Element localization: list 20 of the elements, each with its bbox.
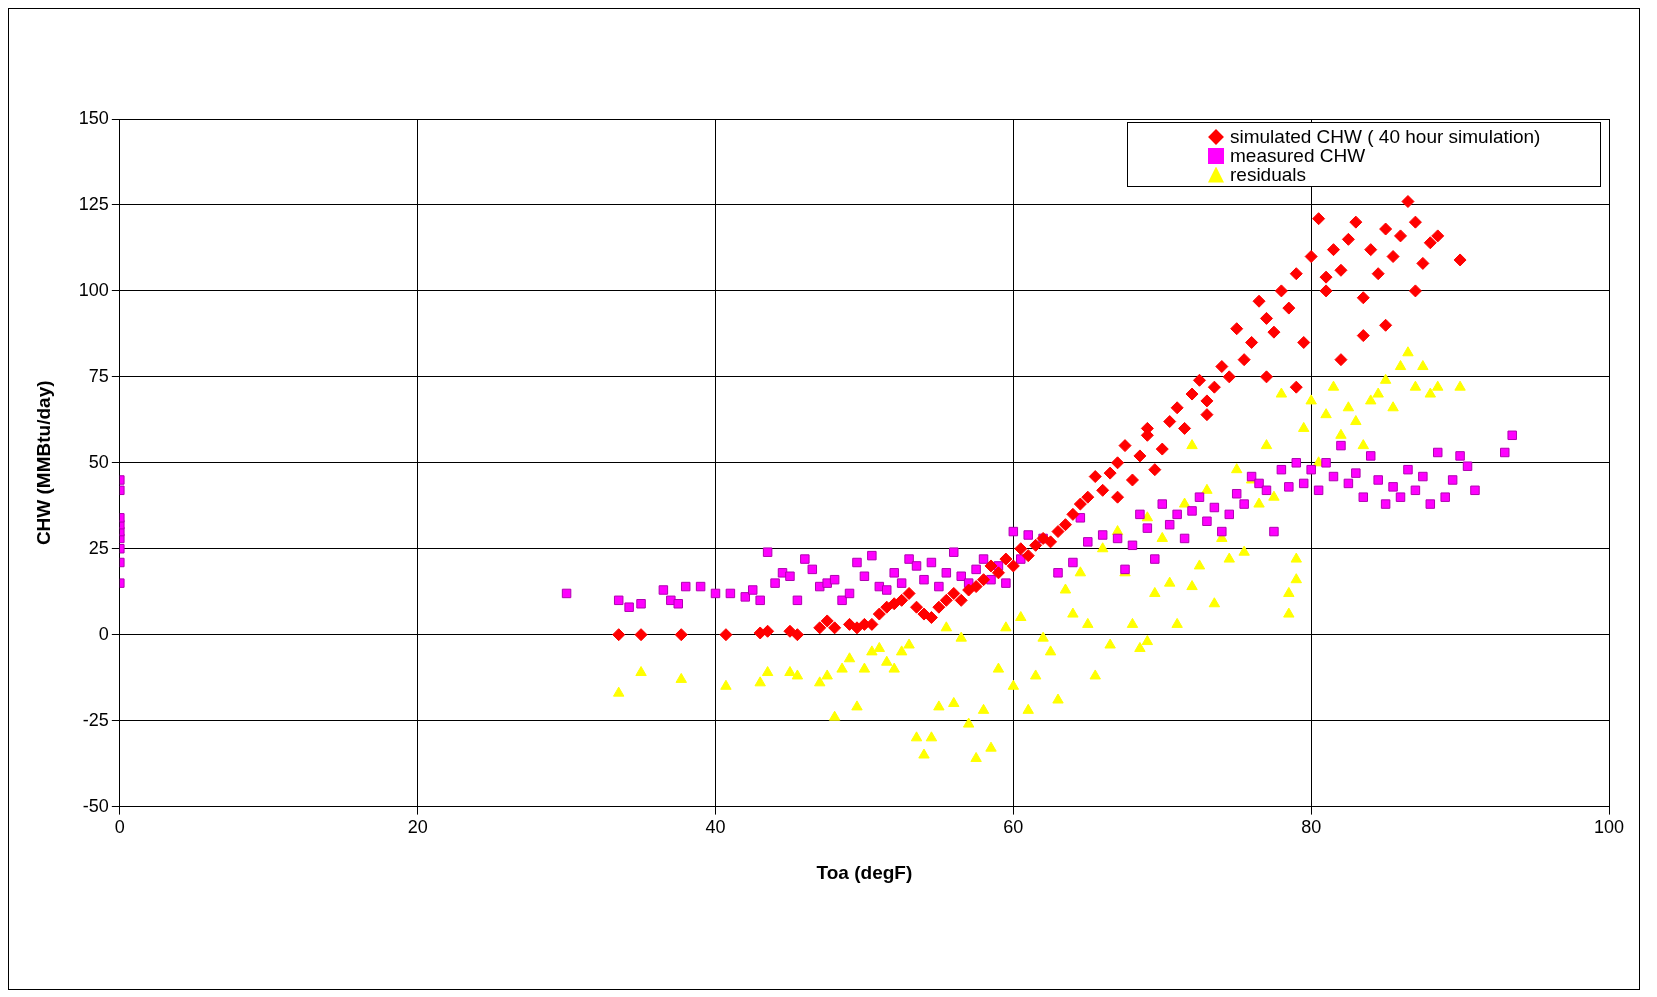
y-tick-label: 0 [98,623,109,644]
y-tick-label: 75 [88,365,109,386]
y-tick-label: 150 [78,107,109,128]
legend-label: measured CHW [1230,145,1366,166]
y-tick-label: -50 [82,795,109,816]
x-tick-label: 80 [1301,817,1322,838]
x-tick-label: 60 [1003,817,1024,838]
y-tick-label: -25 [82,709,109,730]
x-tick-label: 0 [114,817,125,838]
y-tick-label: 25 [88,537,109,558]
x-tick-label: 100 [1593,817,1625,838]
y-tick-label: 50 [88,451,109,472]
legend-label: residuals [1230,164,1307,185]
x-tick-label: 40 [705,817,726,838]
legend-label: simulated CHW ( 40 hour simulation) [1230,126,1541,147]
x-tick-label: 20 [407,817,428,838]
y-tick-label: 125 [78,193,109,214]
y-axis-title: CHW (MMBtu/day) [32,380,54,546]
x-axis-title: Toa (degF) [816,861,913,883]
y-tick-label: 100 [78,279,109,300]
